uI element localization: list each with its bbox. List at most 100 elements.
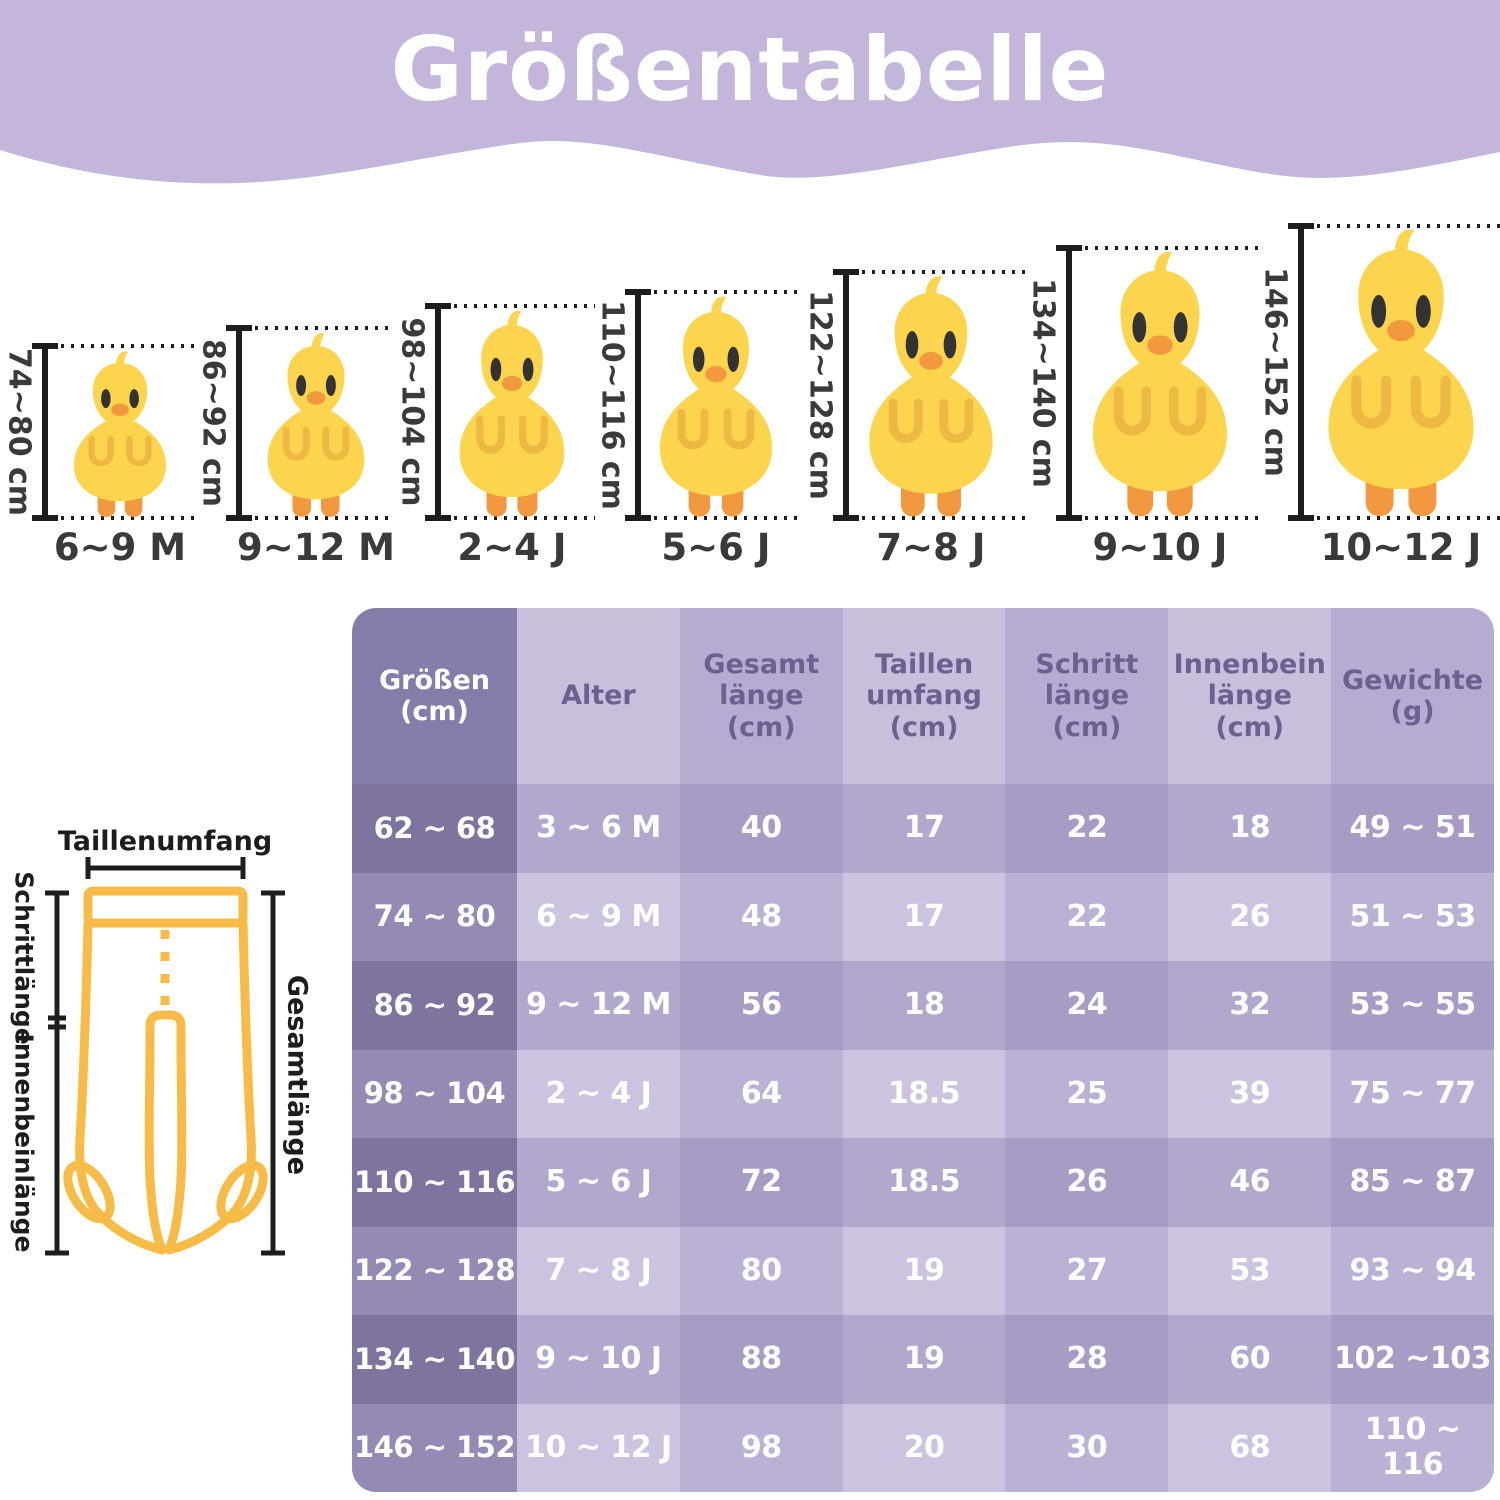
chick-wing bbox=[126, 435, 152, 467]
chick-illustration bbox=[459, 310, 565, 517]
chick-eye bbox=[727, 346, 740, 372]
chick-height-label: 86~92 cm bbox=[196, 339, 231, 507]
measure-lines bbox=[45, 857, 285, 1256]
table-header-cell: Größen (cm) bbox=[352, 608, 517, 784]
chick-age-label: 10~12 J bbox=[1321, 526, 1482, 569]
table-cell: 19 bbox=[842, 1315, 1006, 1404]
table-cell: 18.5 bbox=[842, 1049, 1006, 1138]
table-cell: 40 bbox=[679, 784, 843, 873]
table-cell: 18.5 bbox=[842, 1138, 1006, 1227]
chick-body bbox=[1092, 270, 1228, 492]
table-cell: 26 bbox=[1005, 1138, 1169, 1227]
inseam-length-label: Innenbeinlänge bbox=[10, 1034, 39, 1253]
table-cell: 72 bbox=[679, 1138, 843, 1227]
chick-group: 122~128 cm 7~8 J bbox=[803, 269, 1026, 569]
crotch-length-label: Schrittlänge bbox=[10, 871, 39, 1045]
chick-wing bbox=[519, 415, 548, 454]
table-cell: 3 ~ 6 M bbox=[517, 784, 680, 873]
table-cell: 98 bbox=[679, 1403, 843, 1492]
table-cell: 17 bbox=[842, 872, 1006, 961]
table-cell: 88 bbox=[679, 1315, 843, 1404]
chick-eye bbox=[101, 389, 111, 409]
page-title: Größentabelle bbox=[390, 18, 1110, 121]
table-cell: 110 ~ 116 bbox=[1331, 1403, 1494, 1492]
table-row-size-cell: 74 ~ 80 bbox=[352, 872, 517, 961]
table-header-cell: Gesamt länge (cm) bbox=[679, 608, 843, 784]
chick-height-label: 74~80 cm bbox=[2, 348, 37, 516]
chick-beak bbox=[1387, 319, 1415, 342]
chick-wing bbox=[888, 398, 923, 444]
table-cell: 51 ~ 53 bbox=[1331, 872, 1494, 961]
chick-wing bbox=[322, 426, 350, 461]
size-table: Größen (cm) Alter Gesamt länge (cm) Taillen… bbox=[352, 608, 1494, 1492]
table-cell: 46 bbox=[1168, 1138, 1332, 1227]
table-cell: 27 bbox=[1005, 1226, 1169, 1315]
tights-outline-drawing bbox=[63, 886, 268, 1255]
chick-illustration bbox=[73, 351, 167, 517]
table-cell: 19 bbox=[842, 1226, 1006, 1315]
table-cell: 64 bbox=[679, 1049, 843, 1138]
chick-eye bbox=[522, 357, 534, 382]
chick-wing bbox=[88, 435, 114, 467]
chick-wing bbox=[476, 415, 505, 454]
chick-age-label: 9~12 M bbox=[237, 526, 395, 569]
table-row-size-cell: 122 ~ 128 bbox=[352, 1226, 517, 1315]
chick-height-label: 110~116 cm bbox=[595, 300, 630, 510]
table-cell: 9 ~ 10 J bbox=[517, 1315, 680, 1404]
table-cell: 20 bbox=[842, 1403, 1006, 1492]
table-cell: 10 ~ 12 J bbox=[517, 1403, 680, 1492]
table-row-size-cell: 134 ~ 140 bbox=[352, 1315, 517, 1404]
chick-wing bbox=[723, 408, 755, 450]
table-cell: 60 bbox=[1168, 1315, 1332, 1404]
chick-height-label: 98~104 cm bbox=[395, 318, 430, 507]
header-wave-band bbox=[0, 0, 1500, 184]
chick-eye bbox=[490, 357, 502, 382]
table-cell: 22 bbox=[1005, 872, 1169, 961]
table-header-cell: Gewichte (g) bbox=[1331, 608, 1494, 784]
table-row-size-cell: 62 ~ 68 bbox=[352, 784, 517, 873]
chick-eye bbox=[129, 389, 139, 409]
chick-wing bbox=[939, 398, 974, 444]
chick-group: 98~104 cm 2~4 J bbox=[395, 303, 595, 569]
chick-height-label: 146~152 cm bbox=[1258, 267, 1293, 477]
table-cell: 49 ~ 51 bbox=[1331, 784, 1494, 873]
table-cell: 18 bbox=[842, 961, 1006, 1050]
table-cell: 30 bbox=[1005, 1403, 1169, 1492]
table-cell: 93 ~ 94 bbox=[1331, 1226, 1494, 1315]
chick-body bbox=[73, 362, 167, 502]
table-row-size-cell: 98 ~ 104 bbox=[352, 1049, 517, 1138]
chick-group: 86~92 cm9~12 M bbox=[196, 325, 395, 569]
chick-wing bbox=[1410, 375, 1451, 429]
table-header-cell: Schritt länge (cm) bbox=[1005, 608, 1169, 784]
chick-eye bbox=[943, 331, 957, 359]
chick-eye bbox=[1173, 312, 1188, 343]
chick-group: 74~80 cm 6~9 M bbox=[2, 343, 195, 569]
chick-eye bbox=[1415, 294, 1431, 328]
chick-height-label: 122~128 cm bbox=[803, 290, 838, 500]
table-cell: 17 bbox=[842, 784, 1006, 873]
table-cell: 102 ~103 bbox=[1331, 1315, 1494, 1404]
table-row-size-cell: 146 ~ 152 bbox=[352, 1403, 517, 1492]
chick-eye bbox=[1371, 294, 1387, 328]
chick-illustration bbox=[659, 296, 773, 517]
chick-eye bbox=[1132, 312, 1147, 343]
table-cell: 53 bbox=[1168, 1226, 1332, 1315]
chick-illustration bbox=[267, 333, 365, 517]
chick-illustration bbox=[1328, 229, 1474, 517]
table-cell: 18 bbox=[1168, 784, 1332, 873]
table-header-cell: Taillen umfang (cm) bbox=[842, 608, 1006, 784]
chick-size-strip: 74~80 cm6~9 M86~92 cm9~12 M98~104 cm2~4 … bbox=[2, 223, 1500, 569]
chick-eye bbox=[325, 375, 336, 397]
table-cell: 28 bbox=[1005, 1315, 1169, 1404]
chick-wing bbox=[1169, 386, 1207, 436]
table-cell: 48 bbox=[679, 872, 843, 961]
table-cell: 75 ~ 77 bbox=[1331, 1049, 1494, 1138]
chick-eye bbox=[905, 331, 919, 359]
chick-wing bbox=[1351, 375, 1392, 429]
chick-wing bbox=[282, 426, 310, 461]
chick-group: 110~116 cm 5~6 J bbox=[595, 289, 804, 569]
chick-eye bbox=[296, 375, 307, 397]
table-cell: 80 bbox=[679, 1226, 843, 1315]
chick-beak bbox=[111, 403, 129, 416]
